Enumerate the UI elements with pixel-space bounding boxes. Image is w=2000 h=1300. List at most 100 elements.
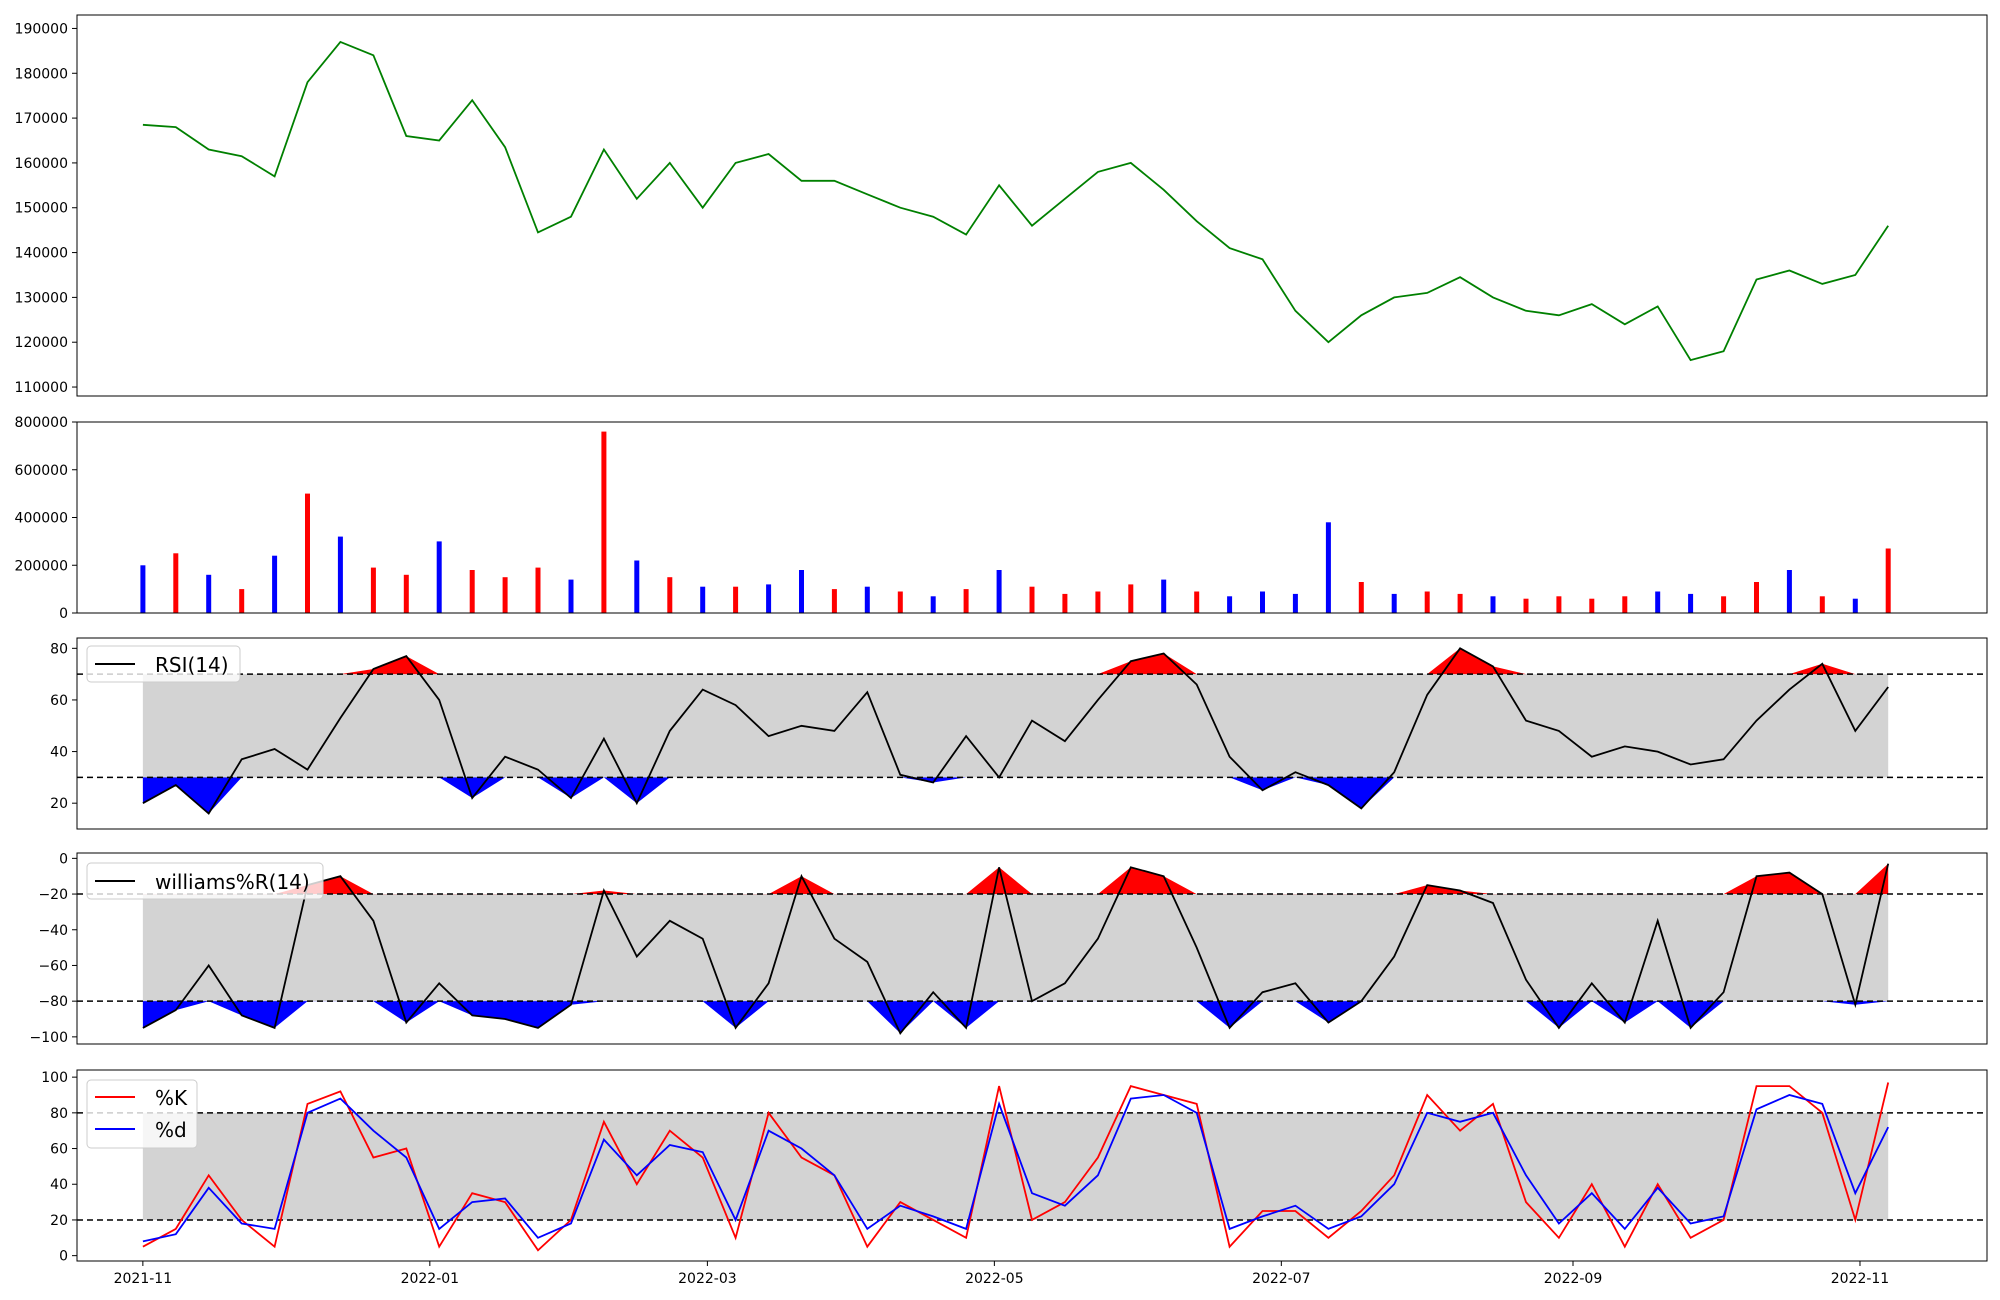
ytick-label: −20: [38, 887, 68, 903]
xtick-label: 2022-05: [965, 1271, 1024, 1287]
d-line: [142, 1094, 1890, 1243]
ytick-label: −60: [38, 958, 68, 974]
k-line: [142, 1082, 1890, 1252]
volume-bar: [305, 493, 310, 613]
volume-bar: [502, 577, 508, 613]
volume-bar: [1128, 584, 1134, 613]
volume-bar: [1655, 591, 1661, 613]
volume-bar: [535, 567, 541, 613]
k-legend-label: %K: [155, 1086, 188, 1110]
volume-bar: [403, 574, 409, 613]
xtick-label: 2022-11: [1831, 1271, 1890, 1287]
ytick-label: 130000: [15, 290, 68, 306]
volume-bar: [897, 591, 903, 613]
volume-bar: [930, 596, 936, 613]
volume-bar: [634, 560, 640, 613]
volume-bar: [1292, 593, 1298, 613]
volume-bar: [1260, 591, 1265, 613]
d-legend-label: %d: [155, 1118, 187, 1142]
price-plot: [142, 40, 1889, 362]
ytick-label: 200000: [15, 558, 68, 574]
price-yticks: 110000 120000 130000 140000 150000 160000 1700…: [15, 21, 77, 396]
volume-panel: 0 200000 400000 600000 800000: [15, 415, 1988, 622]
rsi-oversold-fill: [142, 777, 1889, 814]
volume-bar: [766, 584, 772, 613]
ytick-label: 20: [50, 1213, 68, 1229]
volume-bar: [1523, 598, 1529, 613]
price-panel: 110000 120000 130000 140000 150000 160000 1700…: [15, 14, 1988, 397]
volume-bar: [1852, 598, 1858, 613]
rsi-plot: [77, 647, 1987, 815]
volume-bar: [1161, 579, 1167, 613]
ytick-label: 180000: [15, 66, 68, 82]
volume-bar: [568, 579, 574, 613]
volume-bar: [864, 586, 870, 613]
williams-legend: williams%R(14): [86, 862, 324, 900]
volume-bar: [1754, 582, 1759, 613]
volume-bar: [1194, 591, 1200, 613]
volume-bar: [1885, 548, 1891, 613]
williams-plot: [77, 863, 1987, 1035]
volume-bar: [173, 553, 179, 613]
ytick-label: 20: [50, 796, 68, 812]
volume-bar: [239, 589, 245, 613]
volume-bar: [206, 574, 212, 613]
xtick-label: 2022-03: [678, 1271, 737, 1287]
rsi-legend: RSI(14): [86, 645, 241, 683]
ytick-label: 40: [50, 745, 68, 761]
ytick-label: −100: [30, 1030, 68, 1046]
ytick-label: −40: [38, 923, 68, 939]
x-axis-ticks: 2021-11 2022-01 2022-03 2022-05 2022-07 2022-…: [114, 1261, 1890, 1287]
stochastic-band: [142, 1112, 1889, 1220]
ytick-label: 80: [50, 641, 68, 657]
ytick-label: 40: [50, 1177, 68, 1193]
williams-line: [142, 863, 1890, 1035]
rsi-line: [142, 647, 1889, 815]
price-line: [142, 40, 1889, 362]
price-axes-frame: [76, 14, 1988, 397]
ytick-label: −80: [38, 994, 68, 1010]
rsi-band: [142, 674, 1889, 778]
volume-bar: [996, 570, 1002, 613]
volume-bar: [963, 589, 969, 613]
volume-bar: [272, 555, 278, 613]
volume-bar: [1490, 596, 1496, 613]
volume-bar: [337, 536, 343, 613]
volume-bar: [1721, 596, 1727, 613]
ytick-label: 0: [59, 851, 68, 867]
xtick-label: 2021-11: [114, 1271, 173, 1287]
ytick-label: 0: [59, 606, 68, 622]
rsi-overbought-fill: [142, 648, 1889, 675]
volume-bar: [831, 589, 837, 613]
ytick-label: 60: [50, 693, 68, 709]
volume-bar: [1227, 596, 1233, 613]
ytick-label: 150000: [15, 201, 68, 217]
rsi-legend-label: RSI(14): [155, 653, 229, 677]
volume-bar: [1688, 593, 1694, 613]
williams-yticks: 0 −20 −40 −60 −80 −100: [30, 851, 77, 1046]
volume-bar: [370, 567, 376, 613]
ytick-label: 60: [50, 1142, 68, 1158]
ytick-label: 100: [41, 1070, 68, 1086]
ytick-label: 400000: [15, 511, 68, 527]
williams-band: [142, 894, 1889, 1002]
volume-bar: [436, 541, 442, 613]
rsi-yticks: 20 40 60 80: [50, 641, 77, 812]
volume-bar: [700, 586, 706, 613]
volume-bar: [1095, 591, 1101, 613]
xtick-label: 2022-07: [1252, 1271, 1311, 1287]
ytick-label: 190000: [15, 21, 68, 37]
volume-bar: [1424, 591, 1430, 613]
volume-bar: [799, 570, 804, 613]
volume-bar: [667, 577, 673, 613]
volume-bar: [1786, 570, 1792, 613]
ytick-label: 110000: [15, 380, 68, 396]
stochastic-legend: %K %d: [86, 1079, 198, 1149]
volume-bar: [140, 565, 146, 614]
ytick-label: 160000: [15, 156, 68, 172]
williams-legend-label: williams%R(14): [155, 870, 310, 894]
ytick-label: 120000: [15, 335, 68, 351]
ytick-label: 600000: [15, 463, 68, 479]
volume-bar: [733, 586, 739, 613]
